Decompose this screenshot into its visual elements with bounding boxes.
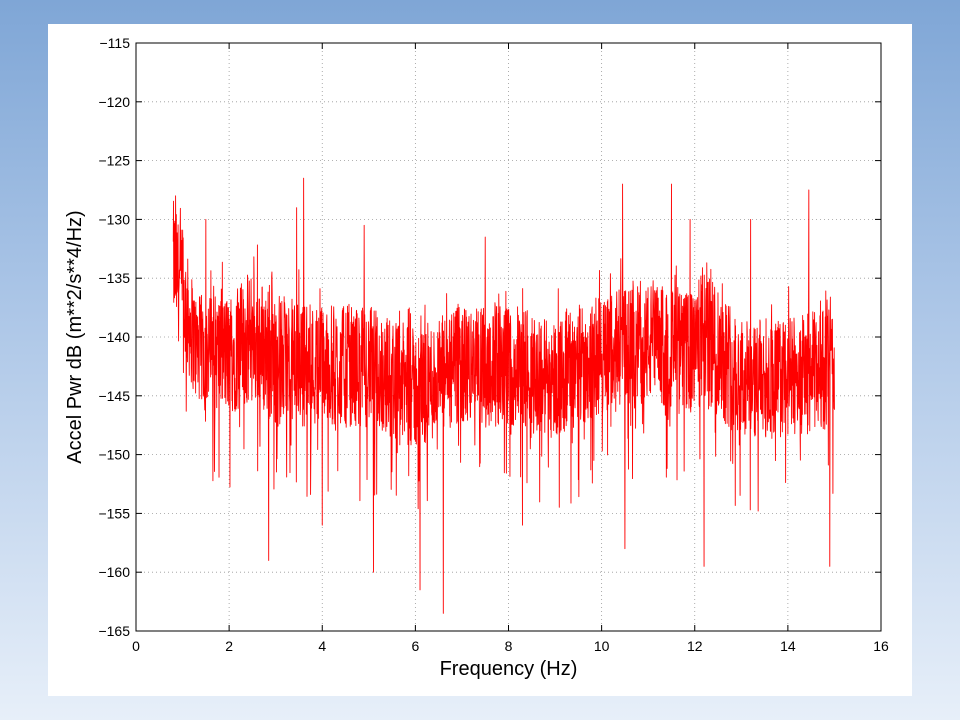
- y-tick-label: −165: [98, 623, 130, 639]
- x-tick-label: 10: [594, 638, 610, 654]
- y-tick-label: −140: [98, 329, 130, 345]
- y-tick-label: −125: [98, 153, 130, 169]
- x-tick-label: 2: [225, 638, 233, 654]
- x-tick-label: 12: [687, 638, 703, 654]
- y-tick-label: −145: [98, 388, 130, 404]
- x-tick-label: 4: [318, 638, 326, 654]
- x-tick-label: 6: [411, 638, 419, 654]
- y-tick-label: −160: [98, 564, 130, 580]
- x-tick-label: 8: [505, 638, 513, 654]
- slide: 0 2 4 6 8 10 12 14 16 −115 −120 −125 −130 −135 −140 −14…: [48, 24, 912, 696]
- data-layer: [172, 177, 835, 614]
- x-tick-label: 16: [873, 638, 889, 654]
- x-tick-label: 0: [132, 638, 140, 654]
- y-tick-label: −150: [98, 447, 130, 463]
- series-line-0: [172, 177, 835, 614]
- x-tick-label: 14: [780, 638, 796, 654]
- y-tick-label: −135: [98, 270, 130, 286]
- y-axis-label: Accel Pwr dB (m**2/s**4/Hz): [64, 210, 86, 463]
- y-tick-label: −120: [98, 94, 130, 110]
- tick-layer: 0 2 4 6 8 10 12 14 16 −115 −120 −125 −130 −135 −140 −14…: [98, 35, 889, 654]
- x-axis-label: Frequency (Hz): [440, 658, 578, 680]
- y-tick-label: −130: [98, 211, 130, 227]
- y-tick-label: −155: [98, 505, 130, 521]
- y-tick-label: −115: [100, 35, 131, 51]
- psd-chart: 0 2 4 6 8 10 12 14 16 −115 −120 −125 −130 −135 −140 −14…: [64, 35, 889, 680]
